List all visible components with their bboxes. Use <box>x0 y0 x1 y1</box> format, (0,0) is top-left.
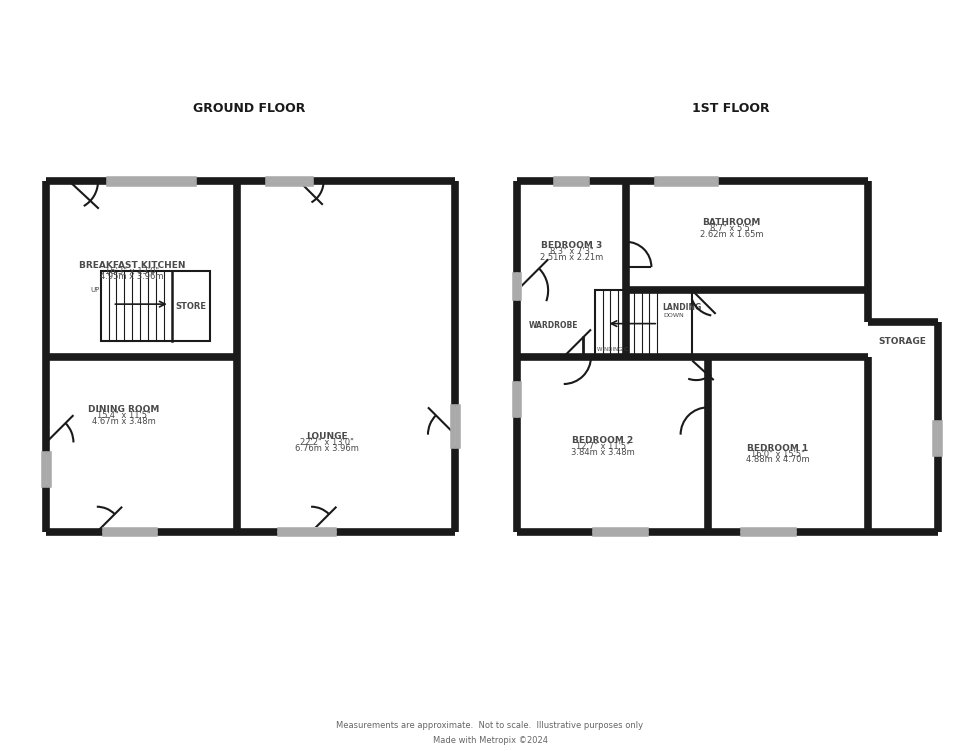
Text: 4.88m x 4.70m: 4.88m x 4.70m <box>746 455 809 464</box>
Text: BREAKFAST KITCHEN: BREAKFAST KITCHEN <box>78 261 185 270</box>
Bar <box>513 275 521 298</box>
Text: 2.62m x 1.65m: 2.62m x 1.65m <box>700 230 763 239</box>
Title: 1ST FLOOR: 1ST FLOOR <box>693 102 770 115</box>
Bar <box>513 384 521 415</box>
Text: 8'7" x 5'5": 8'7" x 5'5" <box>710 224 753 233</box>
Text: DINING ROOM: DINING ROOM <box>88 405 160 414</box>
Text: 16'3" x 13'0": 16'3" x 13'0" <box>105 267 159 276</box>
Text: UP: UP <box>90 288 100 294</box>
Text: 8'3" x 7'3": 8'3" x 7'3" <box>550 247 594 256</box>
Bar <box>105 527 155 537</box>
Bar <box>280 527 334 537</box>
Text: BEDROOM 2: BEDROOM 2 <box>572 436 633 445</box>
Text: LANDING: LANDING <box>662 303 702 312</box>
Text: STORAGE: STORAGE <box>879 336 927 345</box>
Text: 4.67m x 3.48m: 4.67m x 3.48m <box>92 417 156 426</box>
Bar <box>451 407 460 446</box>
Bar <box>658 176 715 186</box>
Bar <box>556 176 587 186</box>
Text: BATHROOM: BATHROOM <box>702 218 760 227</box>
Text: 6.76m x 3.96m: 6.76m x 3.96m <box>295 444 359 453</box>
Text: 4.95m x 3.96m: 4.95m x 3.96m <box>100 273 164 282</box>
Text: WARDROBE: WARDROBE <box>529 321 579 330</box>
Text: Measurements are approximate.  Not to scale.  Illustrative purposes only: Measurements are approximate. Not to sca… <box>336 722 644 731</box>
Bar <box>933 423 943 454</box>
Text: DOWN: DOWN <box>663 312 684 318</box>
Bar <box>269 176 311 186</box>
Bar <box>743 527 794 537</box>
Text: STORE: STORE <box>175 302 206 311</box>
Text: 22'2" x 13'0": 22'2" x 13'0" <box>300 438 354 447</box>
Text: 15'4" x 11'5": 15'4" x 11'5" <box>97 411 151 420</box>
Bar <box>41 454 51 485</box>
Text: 2.51m x 2.21m: 2.51m x 2.21m <box>540 253 603 262</box>
Text: 3.84m x 3.48m: 3.84m x 3.48m <box>570 448 635 457</box>
Bar <box>595 527 646 537</box>
Text: Made with Metropix ©2024: Made with Metropix ©2024 <box>432 737 548 746</box>
Text: 12'7" x 11'5": 12'7" x 11'5" <box>576 442 629 451</box>
Bar <box>101 271 210 341</box>
Text: BEDROOM 3: BEDROOM 3 <box>541 241 602 250</box>
Bar <box>595 291 692 357</box>
Text: WINDING C: WINDING C <box>597 347 628 352</box>
Text: 16'0" x 15'5": 16'0" x 15'5" <box>751 450 805 459</box>
Bar <box>109 176 194 186</box>
Title: GROUND FLOOR: GROUND FLOOR <box>192 102 305 115</box>
Text: LOUNGE: LOUNGE <box>306 432 348 441</box>
Text: BEDROOM 1: BEDROOM 1 <box>748 444 808 453</box>
